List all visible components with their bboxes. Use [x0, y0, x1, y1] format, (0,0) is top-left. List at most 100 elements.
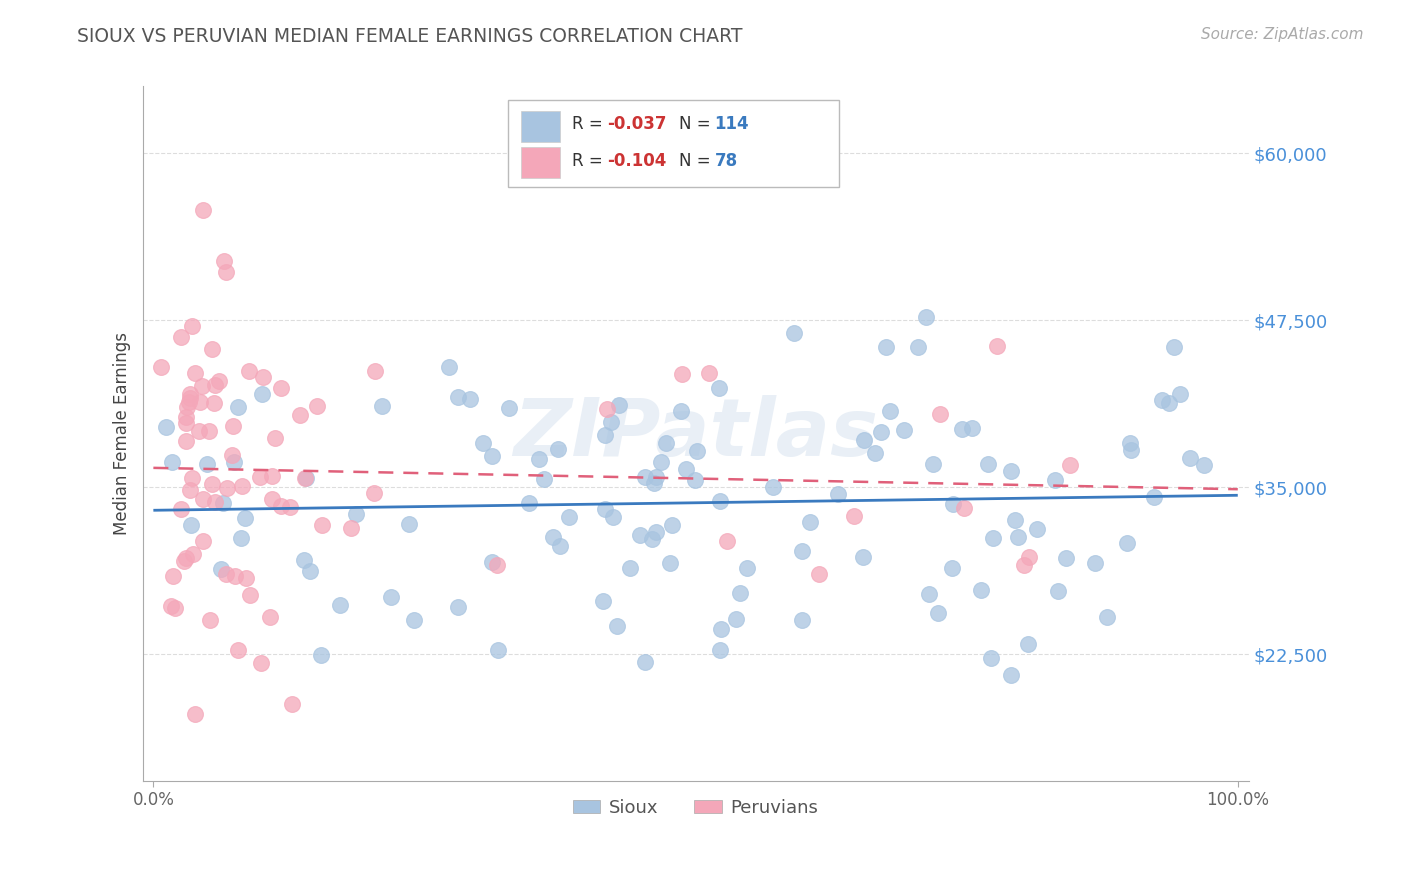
Point	[725, 612, 748, 626]
Point	[292, 552, 315, 566]
Point	[193, 491, 215, 506]
Point	[596, 401, 619, 416]
Point	[1119, 436, 1142, 450]
Point	[198, 613, 221, 627]
Text: -0.104: -0.104	[607, 152, 666, 169]
Point	[155, 420, 177, 434]
Point	[201, 477, 224, 491]
Point	[619, 561, 641, 575]
Point	[179, 483, 201, 497]
Point	[650, 455, 672, 469]
Point	[602, 510, 624, 524]
Point	[1152, 393, 1174, 408]
Point	[339, 521, 361, 535]
Point	[533, 472, 555, 486]
Point	[180, 518, 202, 533]
Point	[281, 697, 304, 711]
Point	[1119, 442, 1142, 457]
Point	[1084, 556, 1107, 570]
Point	[162, 569, 184, 583]
Point	[170, 330, 193, 344]
Point	[799, 516, 821, 530]
Point	[404, 613, 426, 627]
Point	[669, 403, 692, 417]
Point	[827, 487, 849, 501]
Point	[870, 425, 893, 440]
Text: 78: 78	[714, 152, 738, 169]
Text: 114: 114	[714, 115, 749, 133]
Point	[222, 418, 245, 433]
Point	[675, 462, 697, 476]
Text: N =: N =	[679, 152, 716, 169]
Point	[541, 530, 564, 544]
Text: -0.037: -0.037	[607, 115, 666, 133]
Point	[844, 508, 866, 523]
Point	[149, 360, 172, 375]
Point	[190, 379, 212, 393]
Point	[226, 643, 249, 657]
Point	[184, 366, 207, 380]
Point	[229, 531, 252, 545]
Point	[593, 428, 616, 442]
Point	[215, 567, 238, 582]
Point	[686, 444, 709, 458]
Point	[1163, 341, 1185, 355]
Point	[270, 381, 292, 395]
Point	[398, 517, 420, 532]
Point	[762, 480, 785, 494]
Point	[607, 398, 630, 412]
Text: ZIPatlas: ZIPatlas	[513, 394, 879, 473]
Point	[1017, 636, 1039, 650]
Point	[249, 469, 271, 483]
Point	[439, 360, 461, 375]
Point	[160, 599, 183, 613]
Point	[630, 527, 652, 541]
Point	[472, 435, 495, 450]
Point	[792, 544, 814, 558]
Point	[163, 600, 186, 615]
Point	[298, 564, 321, 578]
Point	[481, 555, 503, 569]
Point	[980, 651, 1002, 665]
Point	[606, 619, 628, 633]
Point	[215, 264, 238, 278]
Point	[224, 455, 246, 469]
Point	[250, 657, 273, 671]
Point	[486, 643, 509, 657]
Point	[1143, 490, 1166, 504]
Point	[592, 593, 614, 607]
Point	[201, 342, 224, 356]
Point	[976, 457, 998, 471]
Point	[305, 399, 328, 413]
Point	[685, 473, 707, 487]
Point	[252, 387, 274, 401]
Point	[634, 470, 657, 484]
Point	[188, 395, 211, 409]
Text: R =: R =	[572, 152, 607, 169]
Point	[1000, 668, 1022, 682]
Point	[529, 452, 551, 467]
Point	[1095, 610, 1118, 624]
Point	[697, 366, 720, 380]
Point	[187, 424, 209, 438]
Point	[364, 364, 387, 378]
Point	[863, 446, 886, 460]
Point	[209, 562, 232, 576]
Point	[661, 517, 683, 532]
Point	[941, 561, 963, 575]
Point	[290, 408, 312, 422]
Point	[481, 449, 503, 463]
Point	[174, 410, 197, 425]
Point	[221, 448, 243, 462]
Point	[986, 339, 1008, 353]
Point	[1004, 513, 1026, 527]
Point	[671, 368, 693, 382]
Point	[226, 400, 249, 414]
Point	[1043, 473, 1066, 487]
Point	[231, 479, 253, 493]
Point	[1178, 450, 1201, 465]
Point	[329, 598, 352, 612]
Point	[179, 391, 201, 405]
Point	[790, 613, 813, 627]
Point	[176, 400, 198, 414]
